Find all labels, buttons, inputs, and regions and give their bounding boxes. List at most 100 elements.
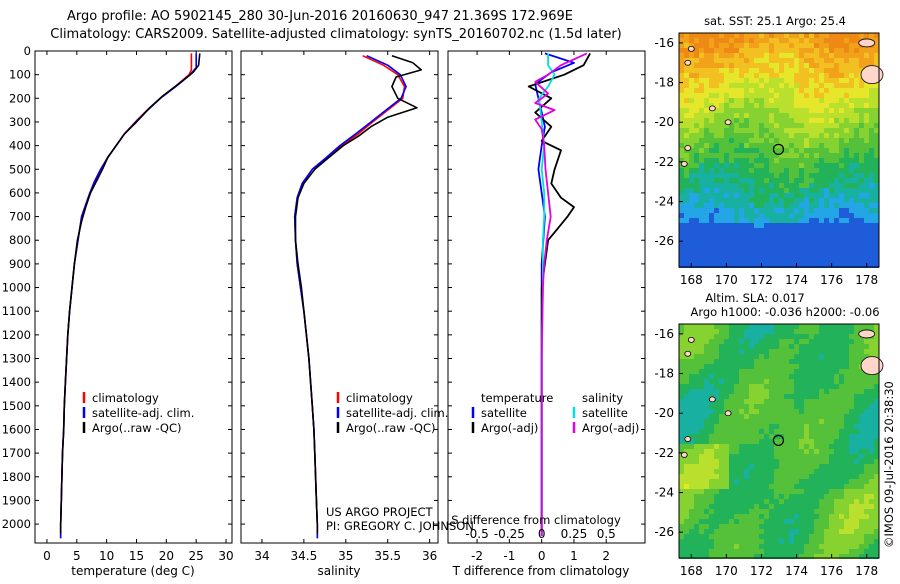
map-cell [874, 38, 879, 43]
map-cell [769, 63, 774, 68]
map-cell [699, 213, 704, 218]
map-cell [794, 539, 799, 544]
map-cell [764, 43, 769, 48]
map-cell [679, 414, 684, 419]
map-cell [734, 158, 739, 163]
map-cell [839, 243, 844, 248]
map-cell [739, 444, 744, 449]
map-cell [854, 474, 859, 479]
map-cell [799, 203, 804, 208]
map-cell [864, 158, 869, 163]
map-cell [859, 484, 864, 489]
map-cell [724, 324, 729, 329]
map-cell [739, 213, 744, 218]
map-cell [704, 78, 709, 83]
map-cell [839, 509, 844, 514]
map-cell [774, 73, 779, 78]
map-cell [814, 228, 819, 233]
map-cell [689, 128, 694, 133]
map-cell [739, 439, 744, 444]
map-cell [704, 118, 709, 123]
map-cell [834, 344, 839, 349]
map-cell [794, 479, 799, 484]
map-cell [829, 344, 834, 349]
map-cell [834, 188, 839, 193]
map-cell [764, 223, 769, 228]
map-cell [839, 253, 844, 258]
map-cell [779, 183, 784, 188]
map-cell [714, 359, 719, 364]
map-cell [799, 83, 804, 88]
map-cell [784, 434, 789, 439]
map-cell [819, 143, 824, 148]
map-cell [804, 519, 809, 524]
map-cell [764, 444, 769, 449]
map-cell [784, 339, 789, 344]
map-cell [679, 158, 684, 163]
map-cell [729, 73, 734, 78]
map-cell [729, 449, 734, 454]
map-cell [784, 344, 789, 349]
map-cell [684, 449, 689, 454]
map-cell [729, 53, 734, 58]
map-cell [744, 108, 749, 113]
map-cell [749, 469, 754, 474]
map-cell [829, 188, 834, 193]
map-cell [774, 339, 779, 344]
map-cell [769, 469, 774, 474]
map-cell [839, 339, 844, 344]
map-cell [714, 414, 719, 419]
map-cell [794, 409, 799, 414]
map-cell [689, 349, 694, 354]
map-cell [814, 519, 819, 524]
map-cell [774, 374, 779, 379]
ytick-label: 200 [9, 91, 31, 105]
map-cell [839, 459, 844, 464]
map-cell [779, 499, 784, 504]
map-cell [799, 153, 804, 158]
map-cell [719, 459, 724, 464]
map-cell [709, 253, 714, 258]
map-cell [759, 88, 764, 93]
map-cell [719, 429, 724, 434]
map-cell [684, 419, 689, 424]
map-cell [689, 88, 694, 93]
map-cell [799, 213, 804, 218]
map-cell [719, 369, 724, 374]
map-cell [769, 133, 774, 138]
map-cell [759, 439, 764, 444]
map-cell [694, 394, 699, 399]
map-cell [844, 369, 849, 374]
map-cell [834, 514, 839, 519]
map-cell [784, 419, 789, 424]
map-cell [714, 123, 719, 128]
map-cell [739, 228, 744, 233]
map-cell [839, 198, 844, 203]
map-cell [764, 359, 769, 364]
map-cell [759, 158, 764, 163]
map-cell [849, 143, 854, 148]
map-cell [714, 178, 719, 183]
map-cell [779, 258, 784, 263]
map-cell [774, 519, 779, 524]
map-cell [684, 359, 689, 364]
map-cell [834, 404, 839, 409]
map-cell [714, 509, 719, 514]
map-cell [854, 78, 859, 83]
map-cell [804, 349, 809, 354]
map-cell [734, 339, 739, 344]
map-cell [759, 243, 764, 248]
map-cell [804, 168, 809, 173]
map-cell [779, 419, 784, 424]
map-cell [804, 524, 809, 529]
map-cell [679, 58, 684, 63]
map-cell [869, 379, 874, 384]
map-cell [859, 324, 864, 329]
map-cell [874, 88, 879, 93]
map-cell [774, 133, 779, 138]
map-cell [764, 534, 769, 539]
island-marker [684, 436, 692, 442]
map-cell [824, 389, 829, 394]
map-cell [744, 519, 749, 524]
map-cell [744, 359, 749, 364]
